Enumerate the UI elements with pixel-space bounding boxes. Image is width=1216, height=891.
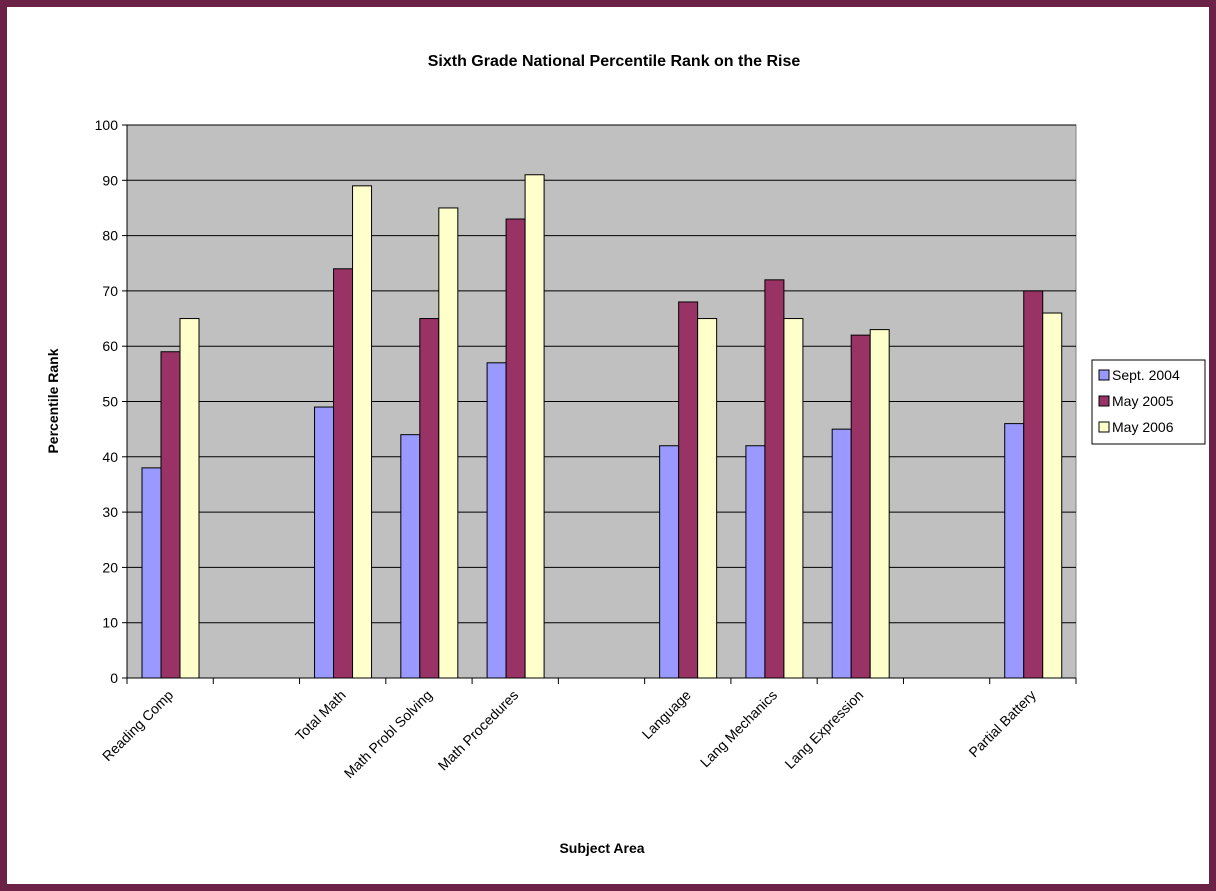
y-tick-labels: 0 10 20 30 40 50 60 70 80 90 100 [95, 117, 119, 686]
y-tick-label: 10 [102, 615, 118, 631]
legend-swatch [1098, 395, 1110, 407]
x-tick-label: Reading Comp [99, 687, 176, 764]
x-tick-label: Lang Expression [781, 687, 866, 772]
y-tick-label: 0 [110, 670, 118, 686]
bar-0-4 [486, 362, 507, 679]
bar-2-6 [697, 318, 718, 679]
y-tick-label: 80 [102, 228, 118, 244]
y-tick-label: 60 [102, 338, 118, 354]
bar-0-8 [831, 428, 852, 679]
bars [141, 174, 1063, 679]
bar-1-6 [678, 301, 699, 679]
y-tick-label: 40 [102, 449, 118, 465]
bar-1-7 [764, 279, 785, 679]
legend-label: Sept. 2004 [1112, 367, 1180, 383]
bar-2-10 [1042, 312, 1063, 679]
y-tick-label: 100 [95, 117, 119, 133]
bar-1-8 [850, 334, 871, 679]
y-tick-label: 20 [102, 559, 118, 575]
legend-label: May 2005 [1112, 393, 1174, 409]
bar-2-0 [179, 318, 200, 679]
legend-label: May 2006 [1112, 419, 1174, 435]
bar-0-0 [141, 467, 162, 679]
bar-1-2 [333, 268, 354, 679]
bar-0-3 [400, 434, 421, 679]
y-tick-label: 90 [102, 172, 118, 188]
x-tick-label: Math Procedures [435, 687, 522, 774]
y-tick-label: 70 [102, 283, 118, 299]
x-tick-label: Math Probl Solving [341, 687, 435, 781]
x-axis-title: Subject Area [559, 840, 644, 856]
y-tick-label: 50 [102, 394, 118, 410]
bar-2-3 [438, 207, 459, 679]
bar-2-4 [524, 174, 545, 679]
bar-0-6 [659, 445, 680, 679]
x-tick-label: Total Math [292, 687, 349, 744]
x-tick-label: Lang Mechanics [697, 687, 780, 770]
legend: Sept. 2004 May 2005 May 2006 [1091, 359, 1206, 445]
y-axis-title: Percentile Rank [45, 348, 61, 453]
bar-2-7 [783, 318, 804, 679]
bar-1-4 [505, 218, 526, 679]
bar-2-2 [352, 185, 373, 679]
bar-2-8 [869, 329, 890, 679]
bar-0-10 [1004, 423, 1025, 679]
bar-0-2 [314, 406, 335, 679]
legend-swatch [1098, 369, 1110, 381]
x-tick-label: Language [639, 687, 695, 743]
legend-box [1091, 359, 1206, 445]
x-tick-label: Partial Battery [965, 687, 1038, 760]
legend-swatch [1098, 421, 1110, 433]
bar-1-10 [1023, 290, 1044, 679]
bar-0-7 [745, 445, 766, 679]
bar-1-3 [419, 318, 440, 679]
chart-title: Sixth Grade National Percentile Rank on … [428, 53, 801, 70]
axes [122, 124, 1077, 684]
grid-lines [127, 124, 1076, 624]
bar-1-0 [160, 351, 181, 679]
y-tick-label: 30 [102, 504, 118, 520]
